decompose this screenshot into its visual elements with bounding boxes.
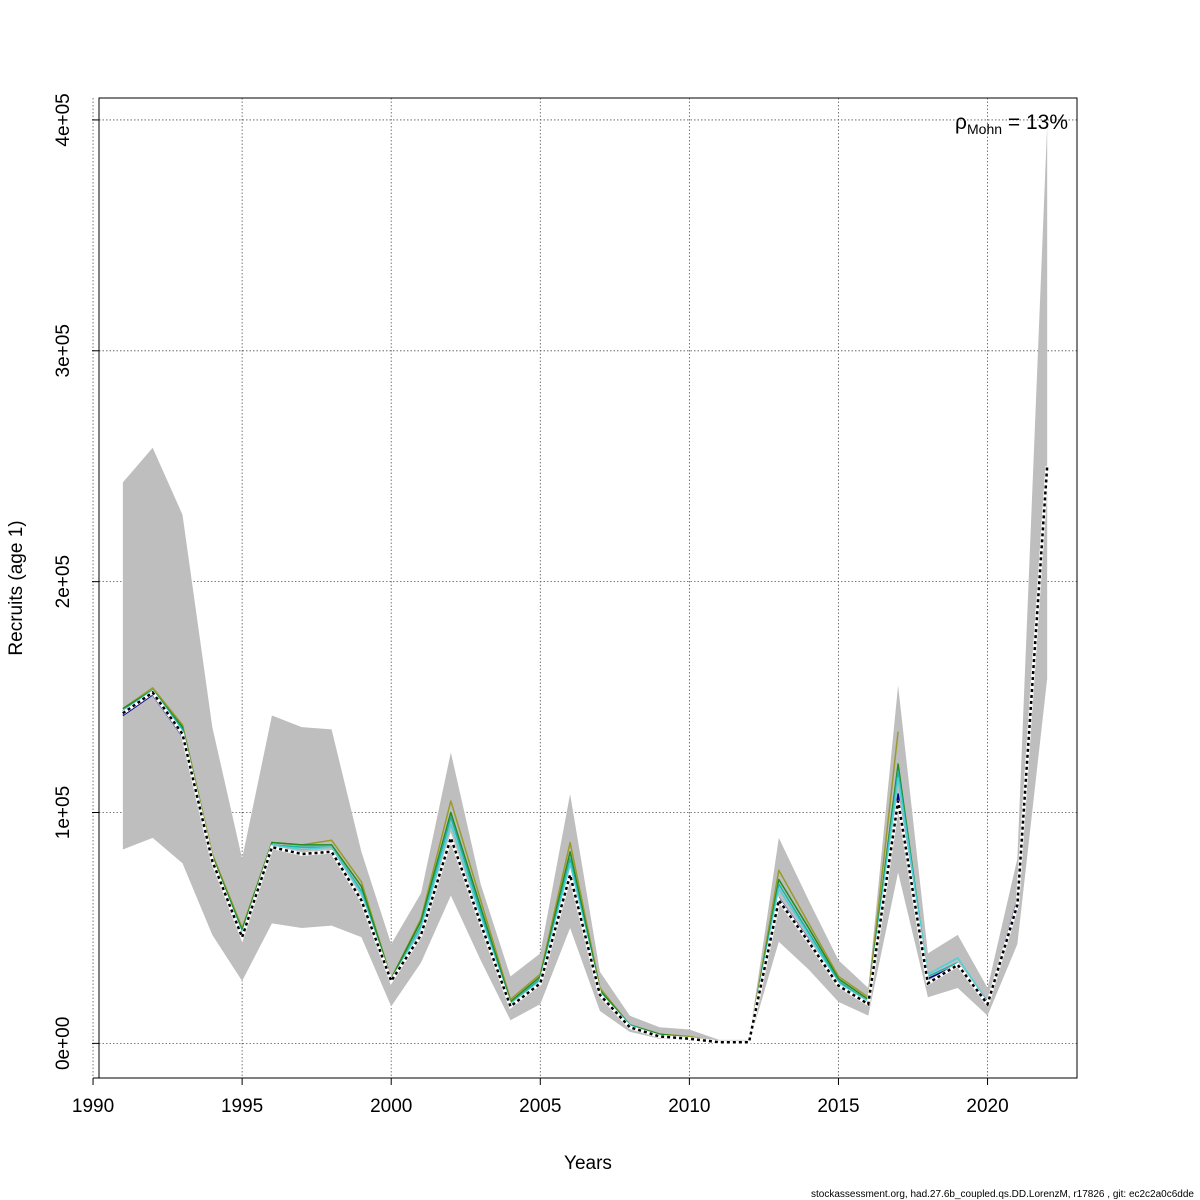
confidence-band-group — [122, 124, 1048, 1044]
rho-mohn-annotation: ρMohn = 13% — [955, 111, 1068, 137]
y-tick-label: 2e+05 — [53, 555, 74, 608]
rho-subscript: Mohn — [967, 121, 1002, 137]
x-tick-label: 2005 — [519, 1096, 561, 1117]
series-line-base-halo — [121, 466, 1049, 1044]
x-tick-label: 1995 — [221, 1096, 263, 1117]
y-tick-label: 4e+05 — [53, 93, 74, 146]
x-axis-title: Years — [564, 1153, 612, 1174]
rho-value: = 13% — [1002, 111, 1068, 134]
x-tick-label: 2010 — [668, 1096, 710, 1117]
x-tick-label: 2020 — [966, 1096, 1008, 1117]
y-tick-label: 0e+00 — [53, 1017, 74, 1070]
x-tick-label: 2015 — [817, 1096, 859, 1117]
y-tick-label: 1e+05 — [53, 786, 74, 839]
series-group — [121, 466, 1049, 1044]
y-axis: 0e+00 1e+05 2e+05 3e+05 4e+05 — [53, 93, 100, 1070]
x-tick-label: 2000 — [370, 1096, 412, 1117]
x-axis: 1990 1995 2000 2005 2010 2015 2020 — [72, 1077, 1009, 1117]
y-axis-title: Recruits (age 1) — [6, 520, 27, 655]
rho-symbol: ρ — [955, 111, 967, 134]
x-tick-label: 1990 — [72, 1096, 114, 1117]
y-tick-label: 3e+05 — [53, 324, 74, 377]
confidence-band — [122, 124, 1048, 1044]
footer-source: stockassessment.org, had.27.6b_coupled.q… — [811, 1189, 1194, 1200]
